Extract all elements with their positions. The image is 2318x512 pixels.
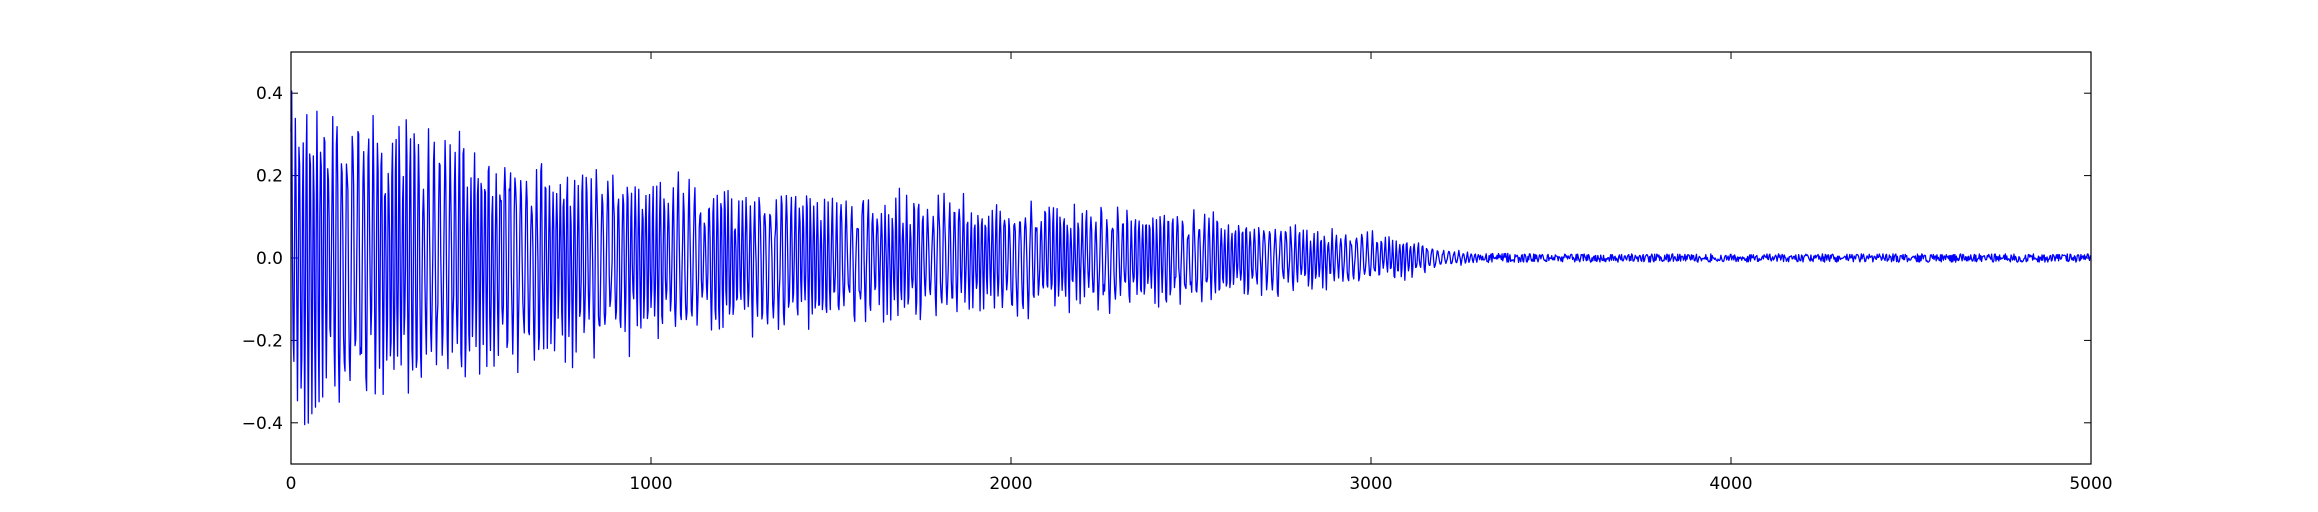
x-axis-ticks: 0 1000 2000 3000 4000 5000 xyxy=(286,52,2113,494)
x-tick-label: 1000 xyxy=(629,474,672,494)
x-tick-label: 2000 xyxy=(989,474,1032,494)
x-tick-label: 5000 xyxy=(2069,474,2112,494)
x-tick-label: 0 xyxy=(286,474,297,494)
y-tick-label: −0.4 xyxy=(242,414,283,434)
y-tick-label: 0.4 xyxy=(256,84,283,104)
y-tick-label: −0.2 xyxy=(242,331,283,351)
x-tick-label: 3000 xyxy=(1349,474,1392,494)
y-axis-ticks: −0.4 −0.2 0.0 0.2 0.4 xyxy=(242,84,2091,434)
waveform-series-line xyxy=(290,90,2092,426)
plot-area-frame xyxy=(290,51,2092,465)
y-tick-label: 0.2 xyxy=(256,167,283,187)
y-tick-label: 0.0 xyxy=(256,249,283,269)
x-tick-label: 4000 xyxy=(1709,474,1752,494)
